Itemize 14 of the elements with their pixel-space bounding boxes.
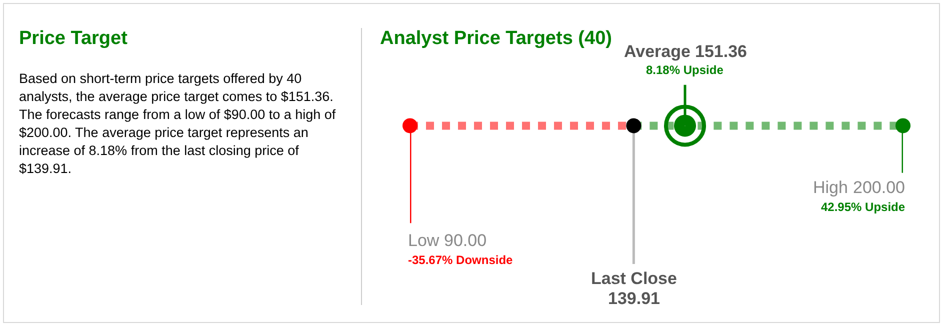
category-label: High (813, 178, 848, 197)
text: Price Target (19, 28, 128, 50)
text: 8.18% Upside (646, 63, 724, 77)
data-label: 151.36 (695, 42, 747, 61)
category-label: Last Close (591, 269, 677, 288)
text: Based on short-term price targets offered by 40 analysts, the average price target comes to $151.36. The forecasts range from a low of $90.00 to a high of $200.00. The average price target represents an increase of 8.18% from the last closing price of $139.91. (19, 70, 337, 178)
data-label: 200.00 (853, 178, 905, 197)
category-label: Low (408, 231, 440, 250)
category-label: Average (624, 42, 690, 61)
data-label: 90.00 (444, 231, 487, 250)
data-label: 139.91 (608, 289, 660, 308)
text: Analyst Price Targets (40) (380, 28, 612, 50)
text: -35.67% Downside (408, 253, 514, 267)
text: 42.95% Upside (821, 200, 906, 214)
